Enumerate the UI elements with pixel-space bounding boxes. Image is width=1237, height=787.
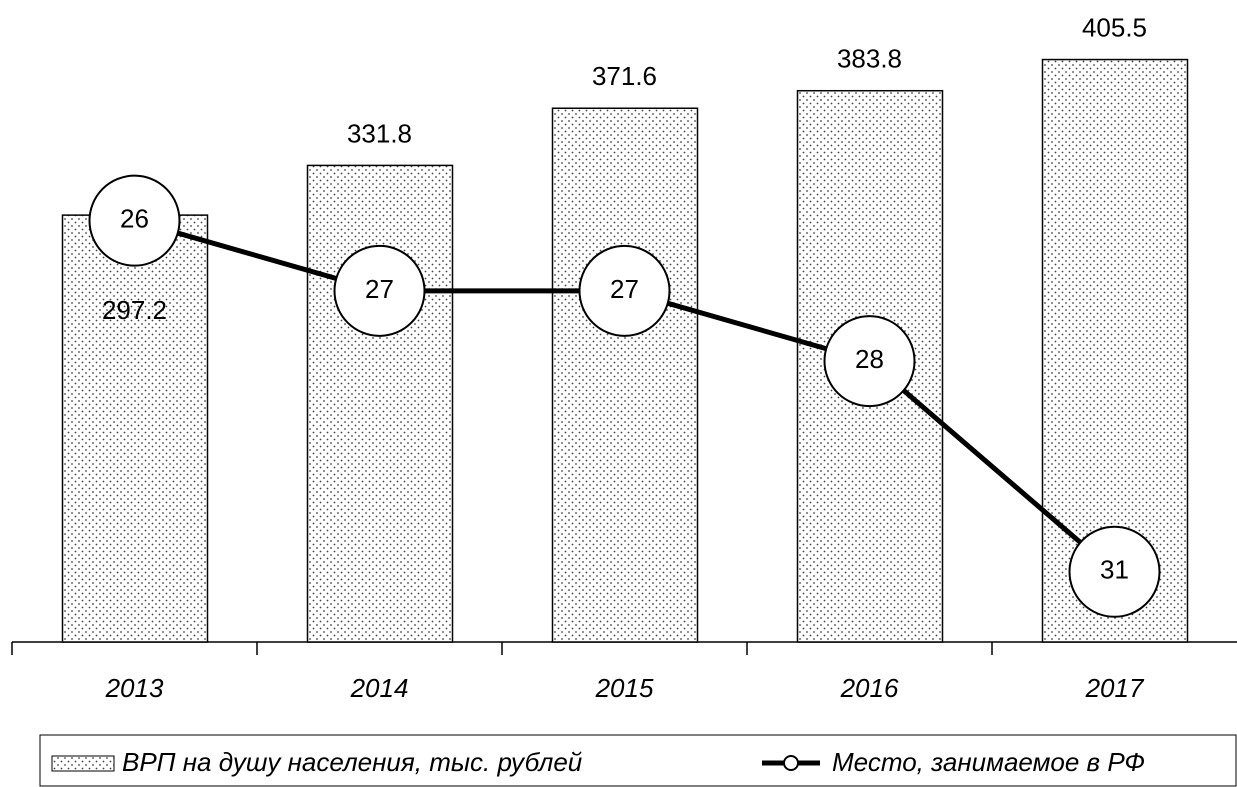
line-value-label: 31 (1100, 555, 1129, 585)
bar-value-label: 383.8 (837, 44, 902, 74)
line-value-label: 27 (610, 274, 639, 304)
bar-value-label: 297.2 (102, 295, 167, 325)
legend-swatch (51, 755, 115, 772)
line-marker (823, 315, 916, 408)
line-value-label: 28 (855, 344, 884, 374)
bar-value-label: 331.8 (347, 118, 412, 148)
bar-value-label: 371.6 (592, 61, 657, 91)
x-tick-label: 2014 (350, 673, 409, 703)
line-marker (333, 244, 426, 337)
bar-value-label: 405.5 (1082, 12, 1147, 42)
line-value-label: 27 (365, 274, 394, 304)
line-marker (1068, 525, 1161, 618)
bar (306, 164, 454, 643)
line-marker (578, 244, 671, 337)
line-value-label: 26 (120, 204, 149, 234)
x-tick-label: 2017 (1085, 673, 1145, 703)
bar (61, 214, 209, 643)
bar (551, 107, 699, 643)
x-tick-label: 2016 (840, 673, 899, 703)
x-tick-label: 2015 (595, 673, 654, 703)
line-marker (88, 174, 181, 267)
legend-swatch-marker (783, 755, 799, 771)
legend-label: ВРП на душу населения, тыс. рублей (122, 747, 582, 777)
legend-label: Место, занимаемое в РФ (832, 747, 1145, 777)
legend-box (39, 734, 1237, 787)
x-tick-label: 2013 (105, 673, 164, 703)
